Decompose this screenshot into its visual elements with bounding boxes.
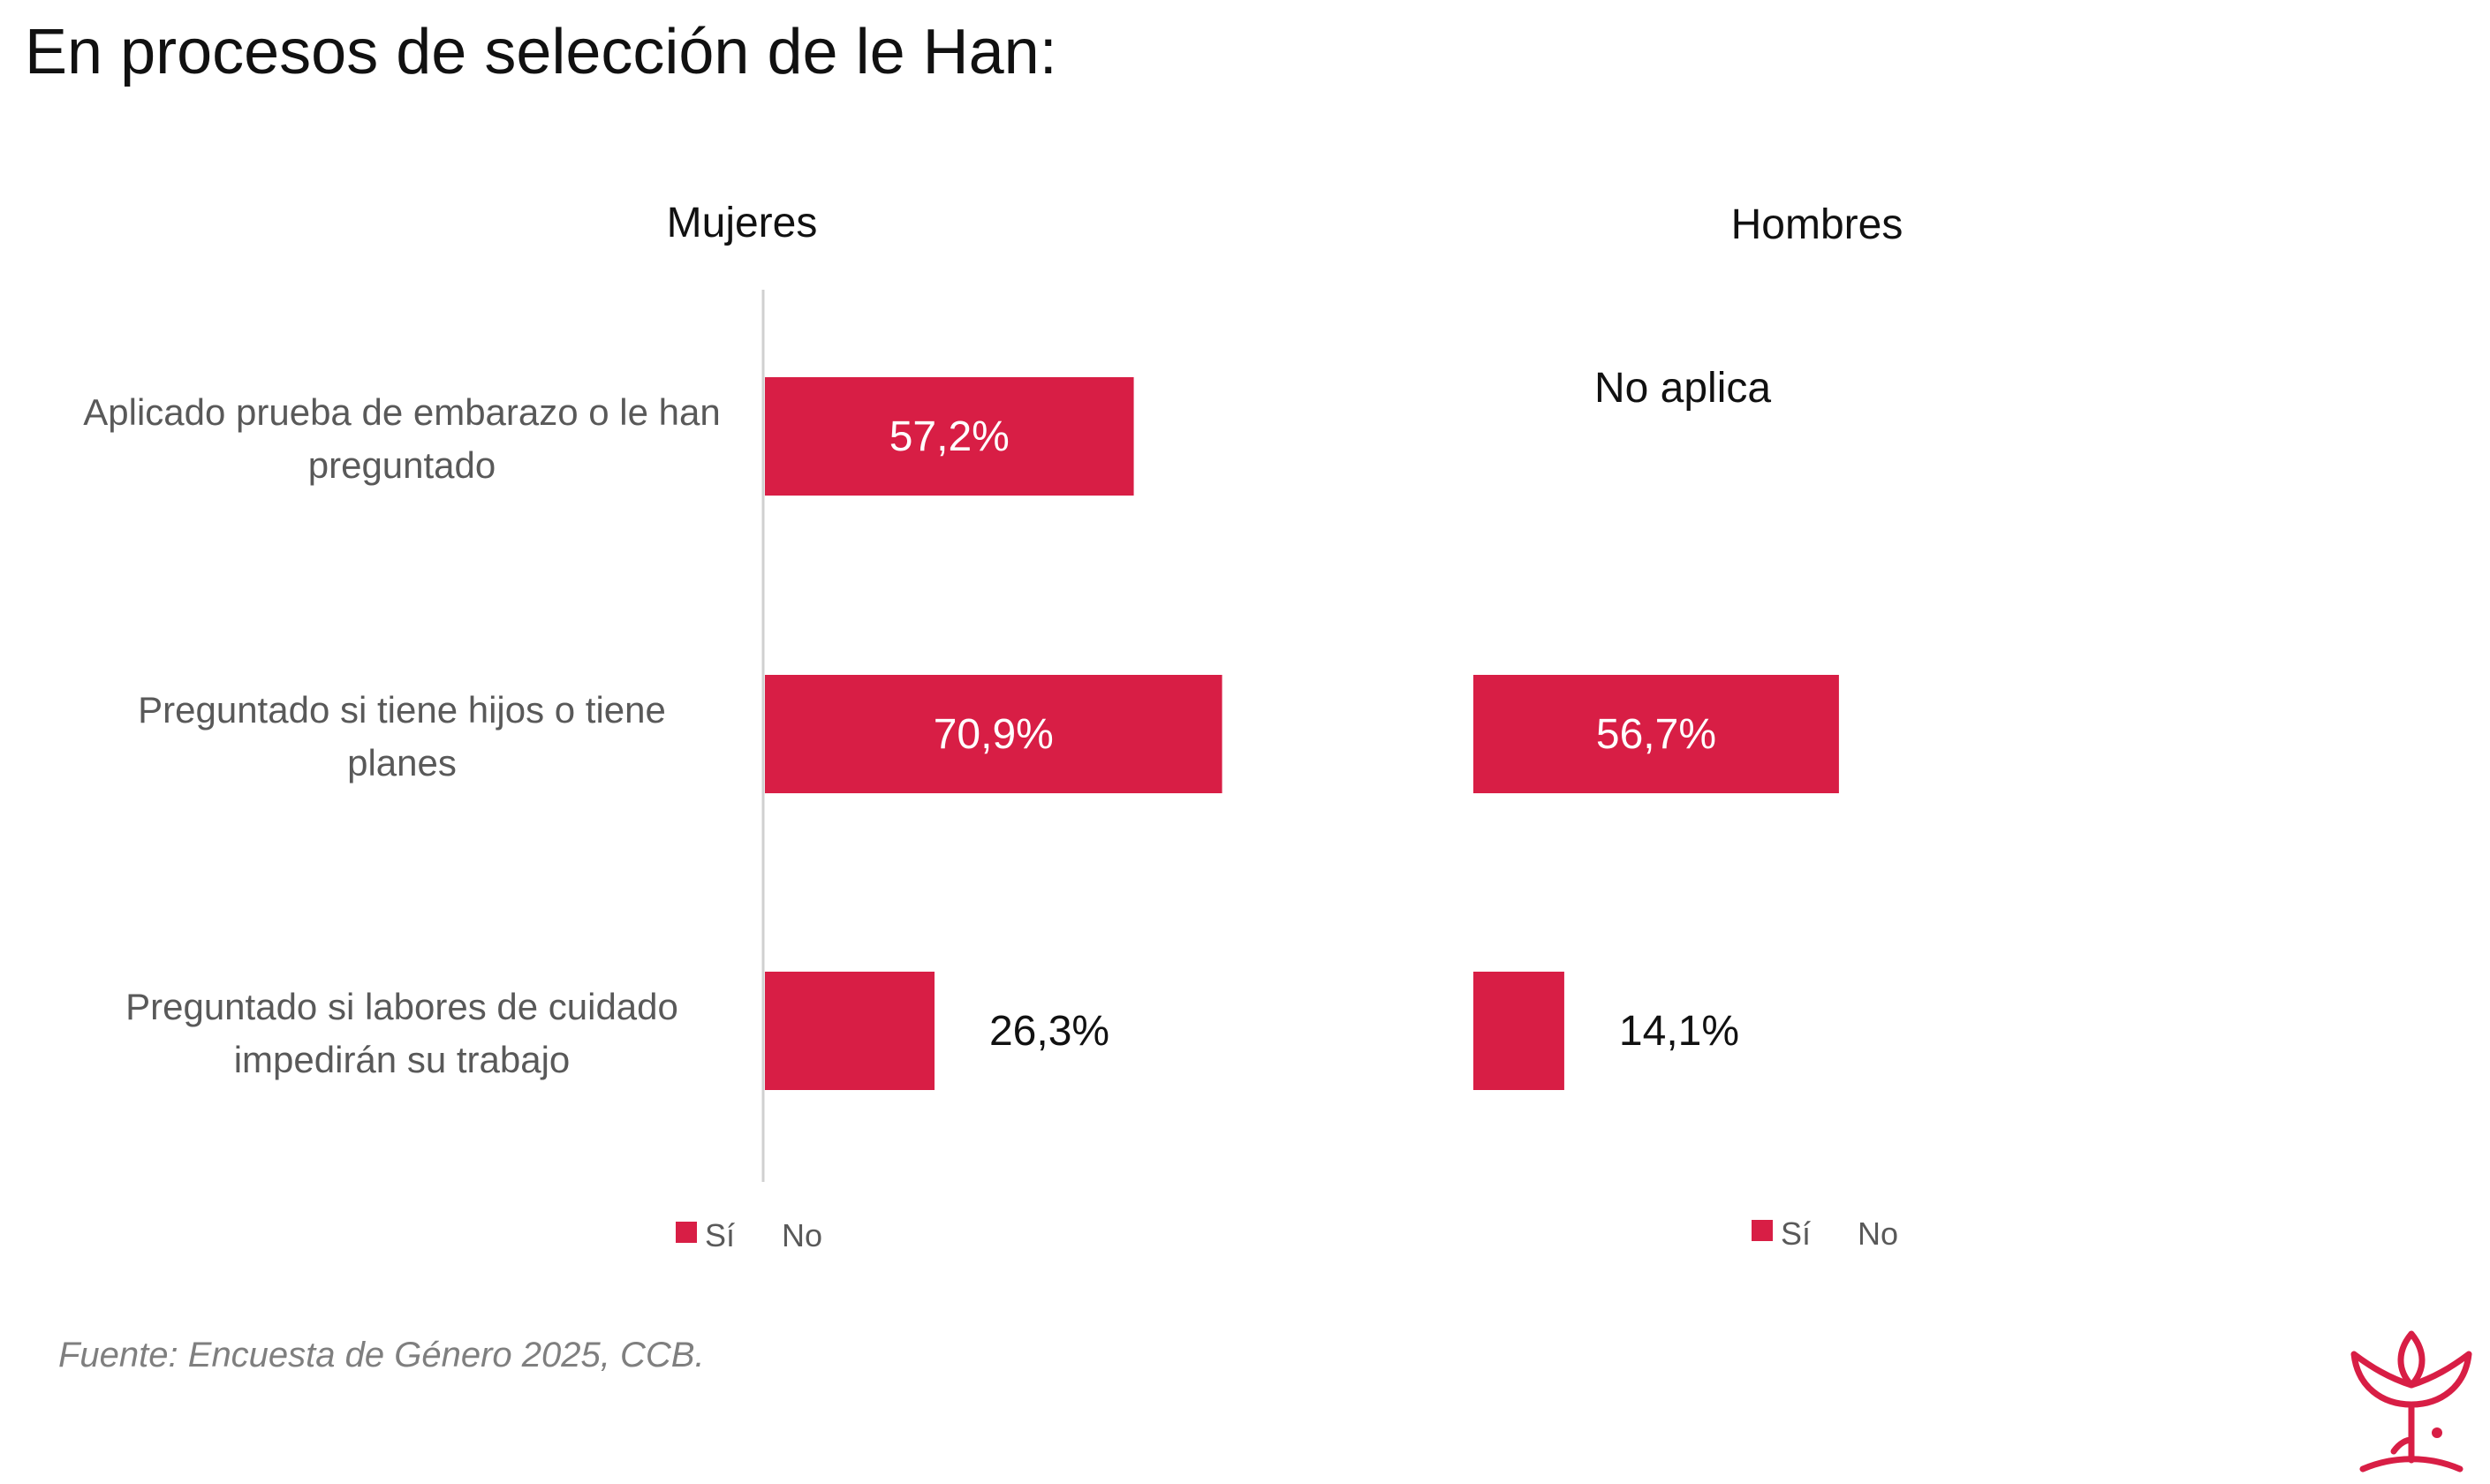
category-label-1-line-1: Aplicado prueba de embarazo o le han bbox=[83, 391, 721, 433]
data-label-hombres-3: 14,1% bbox=[1619, 1008, 1739, 1055]
data-label-mujeres-1: 57,2% bbox=[889, 413, 1010, 460]
category-label-3-line-2: impedirán su trabajo bbox=[234, 1039, 571, 1080]
tulip-logo-icon bbox=[2350, 1330, 2472, 1473]
source-note: Fuente: Encuesta de Género 2025, CCB. bbox=[58, 1336, 705, 1374]
category-label-1-line-2: preguntado bbox=[308, 444, 496, 486]
legend-label-si-mujeres: Sí bbox=[705, 1217, 735, 1253]
page-title: En procesos de selección de le Han: bbox=[25, 17, 1057, 87]
category-label-3-line-1: Preguntado si labores de cuidado bbox=[125, 986, 678, 1027]
legend-label-no-mujeres: No bbox=[782, 1217, 822, 1253]
legend-swatch-si-mujeres bbox=[676, 1222, 697, 1243]
legend-label-no-hombres: No bbox=[1858, 1215, 1898, 1252]
chart-title-hombres: Hombres bbox=[1731, 201, 1903, 248]
chart-title-mujeres: Mujeres bbox=[667, 200, 818, 246]
bar-mujeres-2 bbox=[765, 675, 1222, 793]
bar-mujeres-3 bbox=[765, 972, 935, 1090]
data-label-hombres-2: 56,7% bbox=[1596, 711, 1716, 758]
legend-swatch-si-hombres bbox=[1752, 1220, 1773, 1241]
legend-label-si-hombres: Sí bbox=[1781, 1215, 1811, 1252]
category-label-2-line-2: planes bbox=[347, 742, 457, 784]
category-label-2-line-1: Preguntado si tiene hijos o tiene bbox=[138, 689, 666, 731]
data-label-mujeres-2: 70,9% bbox=[934, 711, 1054, 758]
bar-hombres-2 bbox=[1473, 675, 1839, 793]
data-label-mujeres-3: 26,3% bbox=[989, 1008, 1109, 1055]
annotation-hombres-1: No aplica bbox=[1594, 365, 1771, 412]
bar-mujeres-1 bbox=[765, 377, 1134, 496]
bar-hombres-3 bbox=[1473, 972, 1564, 1090]
